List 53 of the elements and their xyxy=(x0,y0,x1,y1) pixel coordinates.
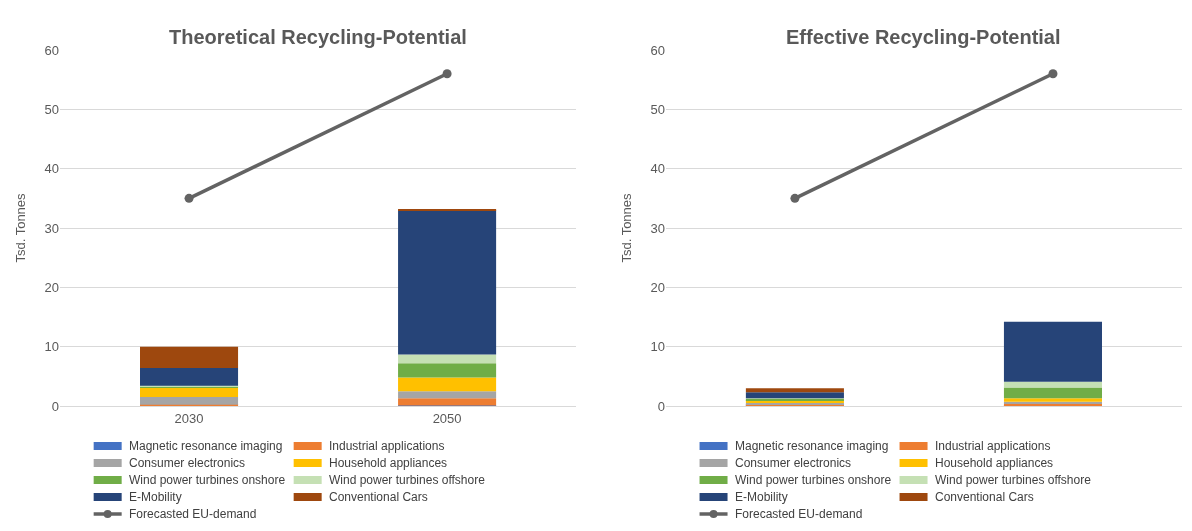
y-tick-label: 30 xyxy=(650,220,665,236)
legend-label: Conventional Cars xyxy=(329,490,428,504)
y-tick-label: 60 xyxy=(650,42,665,58)
chart-title: Effective Recycling-Potential xyxy=(786,26,1061,48)
chart-title: Theoretical Recycling-Potential xyxy=(169,26,467,48)
bar xyxy=(140,368,239,386)
y-tick-label: 10 xyxy=(44,339,59,355)
y-tick-label: 0 xyxy=(51,398,59,414)
bar xyxy=(398,398,497,406)
bar xyxy=(1003,381,1102,388)
legend-label: Forecasted EU-demand xyxy=(129,507,257,521)
legend-label: Conventional Cars xyxy=(935,490,1034,504)
legend-label: Forecasted EU-demand xyxy=(735,507,863,521)
bar xyxy=(140,397,239,405)
legend-label: Magnetic resonance imaging xyxy=(735,439,889,453)
y-axis-title: Tsd. Tonnes xyxy=(619,192,635,263)
bar xyxy=(745,392,844,399)
y-axis-title: Tsd. Tonnes xyxy=(13,192,29,263)
bar xyxy=(398,363,497,378)
bar xyxy=(398,210,497,355)
legend-label: E-Mobility xyxy=(735,490,788,504)
y-tick-label: 50 xyxy=(44,101,59,117)
bar xyxy=(745,388,844,393)
legend-label: Industrial applications xyxy=(329,439,445,453)
y-tick-label: 30 xyxy=(44,220,59,236)
bar xyxy=(398,377,497,392)
legend-label: Wind power turbines onshore xyxy=(129,473,286,487)
bar xyxy=(398,391,497,399)
legend-label: Consumer electronics xyxy=(735,456,852,470)
y-tick-label: 10 xyxy=(650,339,665,355)
bar xyxy=(140,346,239,369)
bar xyxy=(1003,387,1102,399)
legend-label: Wind power turbines offshore xyxy=(935,473,1092,487)
y-tick-label: 20 xyxy=(44,279,59,295)
y-tick-label: 60 xyxy=(44,42,59,58)
bar xyxy=(1003,321,1102,382)
x-tick-label: 2050 xyxy=(432,410,462,426)
y-tick-label: 40 xyxy=(650,161,665,177)
legend-label: Magnetic resonance imaging xyxy=(129,439,283,453)
y-tick-label: 50 xyxy=(650,101,665,117)
legend-label: Industrial applications xyxy=(935,439,1051,453)
legend-label: E-Mobility xyxy=(129,490,182,504)
bar xyxy=(398,354,497,364)
legend-label: Consumer electronics xyxy=(129,456,246,470)
y-tick-label: 20 xyxy=(650,279,665,295)
legend-label: Wind power turbines onshore xyxy=(735,473,892,487)
legend-label: Household appliances xyxy=(935,456,1054,470)
y-tick-label: 40 xyxy=(44,161,59,177)
legend-label: Household appliances xyxy=(329,456,448,470)
legend-label: Wind power turbines offshore xyxy=(329,473,486,487)
x-tick-label: 2030 xyxy=(174,410,204,426)
bar xyxy=(140,387,239,398)
y-tick-label: 0 xyxy=(657,398,665,414)
